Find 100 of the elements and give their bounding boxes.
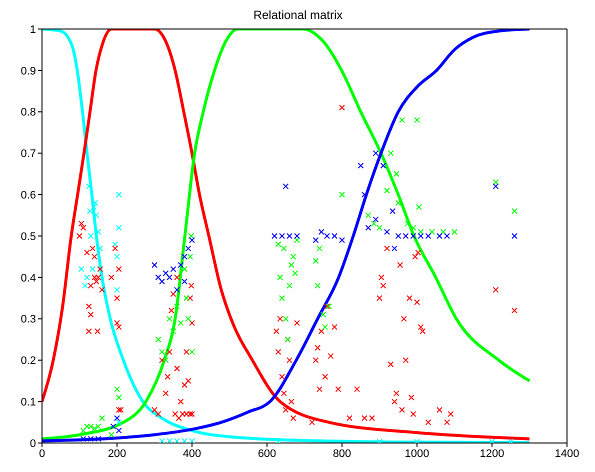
point xyxy=(489,438,495,443)
point xyxy=(399,117,405,124)
point xyxy=(275,241,282,248)
point xyxy=(376,224,382,231)
point xyxy=(112,241,118,248)
point xyxy=(320,312,326,318)
point xyxy=(512,233,518,239)
point xyxy=(178,320,184,326)
point xyxy=(189,348,195,355)
y-tick-label: 0.8 xyxy=(20,106,36,119)
point xyxy=(108,432,114,438)
y-tick-label: 0.5 xyxy=(20,230,36,243)
point xyxy=(452,228,458,235)
y-tick-label: 0.4 xyxy=(20,272,36,284)
point xyxy=(372,216,379,222)
point xyxy=(286,282,292,289)
point xyxy=(166,316,172,322)
point xyxy=(395,200,402,206)
y-tick-label: 0.9 xyxy=(20,65,36,78)
point xyxy=(393,170,400,177)
x-tick-label: 600 xyxy=(258,448,276,460)
point xyxy=(174,286,180,293)
x-tick-label: 1400 xyxy=(554,448,580,460)
point xyxy=(185,245,192,252)
point xyxy=(183,295,190,302)
y-tick-label: 0.1 xyxy=(20,396,36,409)
point xyxy=(116,192,122,198)
point xyxy=(110,423,116,430)
point xyxy=(418,228,424,235)
point xyxy=(492,179,499,186)
point xyxy=(162,270,169,276)
point xyxy=(314,282,321,289)
point xyxy=(440,228,446,235)
point xyxy=(392,245,398,252)
point xyxy=(318,228,324,235)
point xyxy=(384,187,390,194)
point xyxy=(365,224,372,231)
point xyxy=(390,208,396,214)
point xyxy=(277,274,284,280)
point xyxy=(416,204,422,210)
point xyxy=(280,245,287,252)
x-tick-label: 800 xyxy=(332,448,352,460)
point xyxy=(279,295,285,302)
point xyxy=(114,415,120,422)
chart-title: Relational matrix xyxy=(252,8,344,22)
point xyxy=(159,348,165,355)
y-tick-label: 0.3 xyxy=(20,314,36,326)
point xyxy=(512,208,518,214)
point xyxy=(162,357,169,364)
x-tick-label: 400 xyxy=(182,448,202,460)
point xyxy=(189,237,195,244)
point xyxy=(358,162,364,169)
point xyxy=(178,262,184,268)
point xyxy=(339,237,345,244)
point xyxy=(414,438,420,443)
point xyxy=(84,423,90,430)
point xyxy=(182,266,188,272)
point xyxy=(312,237,319,244)
point xyxy=(116,224,122,231)
point xyxy=(170,266,176,272)
point xyxy=(372,150,379,156)
point xyxy=(294,237,300,244)
point xyxy=(316,245,322,252)
point xyxy=(166,274,172,280)
point xyxy=(87,208,93,214)
point xyxy=(155,274,162,280)
point xyxy=(152,262,158,268)
point xyxy=(365,212,372,218)
point xyxy=(114,386,120,392)
point xyxy=(182,254,188,260)
point xyxy=(114,286,120,293)
point xyxy=(187,254,194,260)
point xyxy=(182,278,188,285)
point xyxy=(185,316,192,322)
y-tick-label: 1 xyxy=(30,24,36,36)
x-tick-label: 1200 xyxy=(480,448,504,460)
point xyxy=(155,336,162,342)
point xyxy=(339,192,345,198)
point xyxy=(170,328,176,334)
point xyxy=(290,254,296,260)
point xyxy=(116,394,122,400)
x-tick-label: 200 xyxy=(108,448,126,460)
point xyxy=(380,162,386,169)
y-tick-label: 0.6 xyxy=(20,190,36,202)
point xyxy=(116,419,122,426)
point xyxy=(370,220,377,227)
point xyxy=(188,233,194,239)
y-tick-label: 0.7 xyxy=(20,148,36,160)
x-tick-label: 1000 xyxy=(404,448,430,460)
point xyxy=(99,415,105,422)
point xyxy=(116,428,122,434)
point xyxy=(78,266,84,272)
point xyxy=(282,316,289,322)
point xyxy=(288,262,294,268)
point xyxy=(159,278,165,285)
point xyxy=(429,228,435,235)
point xyxy=(292,270,298,276)
point xyxy=(312,258,319,264)
point xyxy=(84,274,90,280)
point xyxy=(282,183,289,190)
